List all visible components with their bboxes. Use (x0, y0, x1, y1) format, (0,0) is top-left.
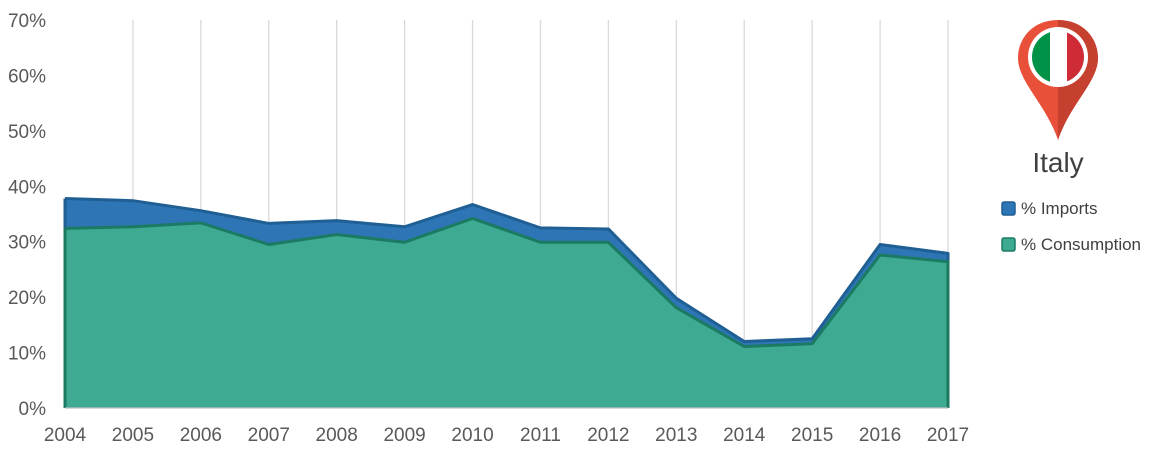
x-tick-label: 2011 (520, 425, 561, 446)
y-tick-label: 30% (8, 233, 46, 254)
x-tick-label: 2009 (383, 425, 425, 446)
x-tick-label: 2017 (927, 425, 969, 446)
y-tick-label: 70% (8, 11, 46, 32)
country-name: Italy (1032, 147, 1083, 178)
x-tick-label: 2004 (44, 425, 87, 446)
legend-swatch-consumption (1001, 237, 1016, 252)
x-tick-label: 2014 (723, 425, 766, 446)
x-tick-label: 2016 (859, 425, 901, 446)
y-tick-label: 10% (8, 344, 46, 365)
x-tick-label: 2013 (655, 425, 697, 446)
area-edge-consumption (64, 216, 950, 408)
x-tick-label: 2006 (180, 425, 222, 446)
y-axis-ticks: 0% 10% 20% 30% 40% 50% 60% 70% (8, 11, 46, 420)
x-tick-label: 2008 (316, 425, 358, 446)
x-tick-label: 2010 (451, 425, 493, 446)
y-tick-label: 50% (8, 122, 46, 143)
italy-flag-icon (1032, 31, 1084, 83)
x-tick-label: 2012 (587, 425, 629, 446)
map-pin-icon (1018, 20, 1098, 140)
x-tick-label: 2015 (791, 425, 833, 446)
y-tick-label: 20% (8, 288, 46, 309)
legend-swatch-imports (1001, 201, 1016, 216)
y-tick-label: 0% (19, 399, 47, 420)
x-tick-label: 2007 (248, 425, 290, 446)
y-tick-label: 40% (8, 177, 46, 198)
x-axis-ticks: 2004 2005 2006 2007 2008 2009 2010 2011 2012 2013… (44, 425, 969, 446)
legend-label-imports: % Imports (1021, 199, 1098, 218)
legend-label-consumption: % Consumption (1021, 235, 1141, 254)
y-tick-label: 60% (8, 66, 46, 87)
legend: % Imports % Consumption (1001, 199, 1141, 254)
area-consumption (65, 218, 948, 408)
area-series (63, 196, 950, 408)
area-edge-imports (64, 196, 950, 408)
x-tick-label: 2005 (112, 425, 154, 446)
